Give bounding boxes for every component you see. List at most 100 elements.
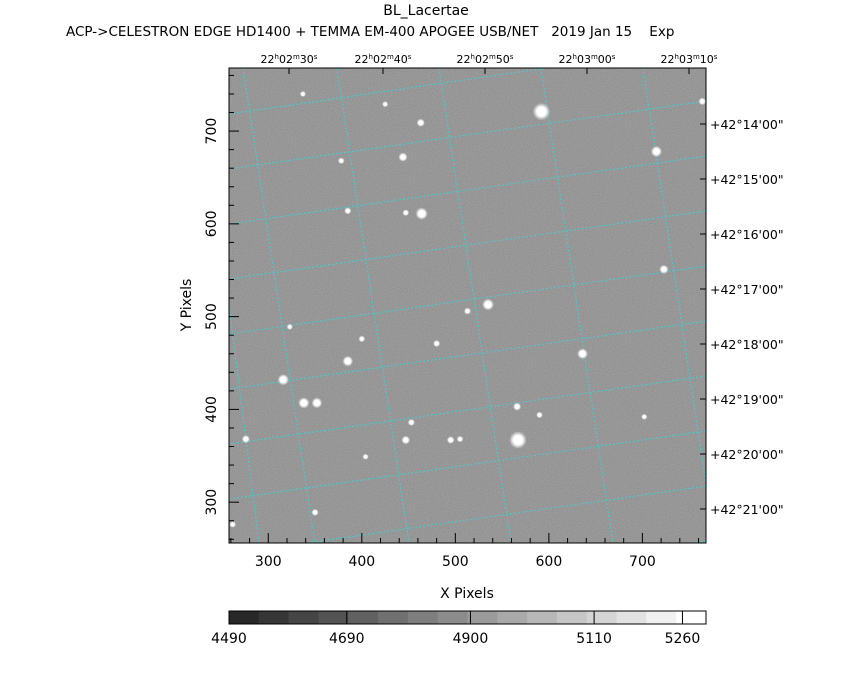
star: [337, 157, 345, 165]
colorbar-segment: [646, 611, 677, 624]
ra-tick-label: 22h02m30s: [261, 53, 318, 66]
colorbar-tick-label: 5260: [665, 631, 701, 647]
colorbar-segment: [616, 611, 647, 624]
y-tick-label: 600: [204, 210, 220, 237]
y-tick-label: 400: [204, 396, 220, 423]
x-tick-label: 700: [629, 554, 656, 570]
star-core: [513, 435, 523, 445]
image-border: [228, 67, 707, 544]
star-core: [418, 210, 426, 218]
colorbar: [228, 610, 707, 625]
star-core: [484, 301, 492, 308]
star: [382, 101, 389, 108]
dec-tick-label: +42°18'00": [710, 337, 784, 352]
star: [286, 323, 293, 330]
star: [241, 435, 250, 444]
star-core: [300, 399, 307, 407]
image-noise: [229, 68, 706, 543]
star: [416, 118, 425, 127]
chart-subtitle: ACP->CELESTRON EDGE HD1400 + TEMMA EM-40…: [66, 24, 674, 40]
x-tick-label: 600: [536, 554, 563, 570]
colorbar-segment: [229, 611, 260, 624]
star: [401, 435, 411, 445]
star: [641, 413, 648, 420]
star-core: [579, 350, 586, 357]
star: [512, 402, 522, 411]
colorbar-tick-label: 4900: [453, 631, 489, 647]
star: [311, 508, 319, 516]
star: [463, 307, 472, 315]
colorbar-segment: [318, 611, 349, 624]
colorbar-segment: [348, 611, 379, 624]
dec-grid-line: [229, 155, 706, 225]
dec-tick-label: +42°15'00": [710, 172, 784, 187]
coordinate-grid: [229, 68, 706, 543]
chart-title: BL_Lacertae: [383, 3, 469, 19]
x-tick-label: 400: [348, 554, 375, 570]
star: [398, 152, 408, 162]
colorbar-segment: [676, 611, 707, 624]
colorbar-segment: [437, 611, 468, 624]
y-tick-label: 500: [204, 303, 220, 330]
star: [698, 97, 706, 106]
dec-tick-label: +42°21'00": [710, 502, 784, 517]
star: [536, 411, 543, 419]
x-tick-label: 300: [255, 554, 282, 570]
ra-tick-label: 22h02m40s: [355, 53, 412, 66]
colorbar-segment: [258, 611, 290, 624]
star: [659, 264, 669, 274]
dec-tick-label: +42°17'00": [710, 282, 784, 297]
colorbar-segment: [407, 611, 439, 624]
y-axis: 300 400 500 600 700: [204, 74, 239, 540]
star: [344, 207, 352, 215]
dec-tick-label: +42°16'00": [710, 227, 784, 242]
ra-tick-label: 22h03m10s: [661, 53, 718, 66]
dec-grid-line: [229, 430, 706, 500]
dec-axis: +42°14'00" +42°15'00" +42°16'00" +42°17'00"…: [700, 117, 784, 517]
ra-grid-line: [336, 68, 410, 543]
dec-tick-label: +42°20'00": [710, 447, 784, 462]
star-core: [653, 148, 660, 155]
star: [433, 339, 441, 348]
colorbar-tick-label: 4490: [211, 631, 247, 647]
y-tick-label: 300: [204, 489, 220, 516]
ra-grid-line: [242, 68, 316, 543]
dec-grid-line: [229, 265, 706, 335]
colorbar-segment: [527, 611, 558, 624]
ra-axis: 22h02m30s 22h02m40s 22h02m50s 22h03m00s 22h0…: [261, 53, 718, 74]
colorbar-segment: [467, 611, 498, 624]
star: [229, 521, 237, 528]
dec-tick-label: +42°19'00": [710, 392, 784, 407]
colorbar-segment: [497, 611, 528, 624]
ra-tick-label: 22h03m00s: [559, 53, 616, 66]
colorbar-segment: [586, 611, 618, 624]
star: [446, 436, 455, 444]
ra-tick-label: 22h02m50s: [457, 53, 514, 66]
star: [456, 435, 464, 443]
x-axis: 300 400 500 600 700: [230, 533, 700, 570]
ra-grid-line: [438, 68, 512, 543]
colorbar-tick-label: 4690: [329, 631, 365, 647]
dec-grid-line: [229, 375, 706, 445]
dec-grid-line: [229, 210, 706, 280]
star: [407, 418, 415, 426]
star: [299, 90, 306, 98]
star: [358, 335, 366, 343]
y-axis-label: Y Pixels: [179, 279, 195, 333]
dec-grid-line: [229, 320, 706, 390]
colorbar-labels: 4490 4690 4900 5110 5260: [211, 611, 700, 647]
dec-grid-line: [229, 68, 551, 115]
star: [362, 453, 369, 460]
star-core: [536, 106, 547, 117]
colorbar-tick-label: 5110: [576, 631, 612, 647]
x-tick-label: 500: [442, 554, 469, 570]
star: [402, 209, 410, 217]
dec-tick-label: +42°14'00": [710, 117, 784, 132]
star-core: [344, 358, 351, 365]
ra-grid-line: [540, 68, 614, 543]
star-field: [229, 90, 706, 528]
image-frame: [228, 67, 707, 544]
colorbar-segment: [378, 611, 409, 624]
colorbar-segment: [288, 611, 319, 624]
y-tick-label: 700: [204, 118, 220, 145]
